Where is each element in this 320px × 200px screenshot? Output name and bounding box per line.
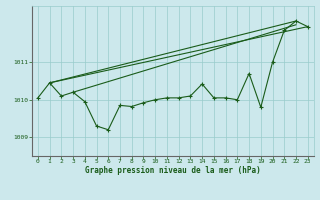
- X-axis label: Graphe pression niveau de la mer (hPa): Graphe pression niveau de la mer (hPa): [85, 166, 261, 175]
